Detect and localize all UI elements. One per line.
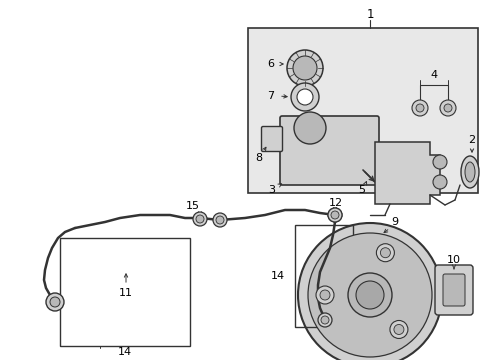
Text: 9: 9: [390, 217, 398, 227]
Circle shape: [290, 83, 318, 111]
Text: 8: 8: [255, 153, 262, 163]
Circle shape: [411, 100, 427, 116]
Text: 3: 3: [268, 185, 275, 195]
Text: 12: 12: [328, 198, 343, 208]
Circle shape: [193, 212, 206, 226]
Circle shape: [439, 100, 455, 116]
Text: 10: 10: [446, 255, 460, 265]
Circle shape: [415, 104, 423, 112]
Text: 5: 5: [358, 185, 365, 195]
Text: 1: 1: [366, 9, 373, 22]
FancyBboxPatch shape: [434, 265, 472, 315]
Circle shape: [196, 215, 203, 223]
Circle shape: [297, 223, 441, 360]
Text: 4: 4: [429, 70, 437, 80]
Text: 15: 15: [185, 201, 200, 211]
Circle shape: [50, 297, 60, 307]
Circle shape: [296, 89, 312, 105]
Bar: [60, 238, 190, 346]
Circle shape: [376, 244, 394, 262]
Circle shape: [330, 211, 338, 219]
Circle shape: [432, 155, 446, 169]
Circle shape: [443, 104, 451, 112]
Circle shape: [293, 112, 325, 144]
Circle shape: [347, 273, 391, 317]
Circle shape: [292, 56, 316, 80]
Circle shape: [216, 216, 224, 224]
Circle shape: [286, 50, 323, 86]
Circle shape: [319, 290, 329, 300]
Circle shape: [320, 316, 328, 324]
Text: 14: 14: [270, 271, 285, 281]
FancyBboxPatch shape: [442, 274, 464, 306]
Circle shape: [432, 175, 446, 189]
Circle shape: [315, 286, 333, 304]
Circle shape: [307, 233, 431, 357]
Circle shape: [327, 208, 341, 222]
Bar: [294, 225, 352, 327]
Ellipse shape: [460, 156, 478, 188]
Circle shape: [213, 213, 226, 227]
Text: 7: 7: [267, 91, 274, 101]
Text: 13: 13: [360, 255, 374, 265]
Circle shape: [355, 281, 383, 309]
Text: 11: 11: [119, 288, 133, 298]
Circle shape: [317, 313, 331, 327]
Circle shape: [46, 293, 64, 311]
Circle shape: [327, 208, 341, 222]
Text: 14: 14: [118, 347, 132, 357]
Bar: [247, 28, 477, 193]
Text: 2: 2: [468, 135, 475, 145]
Circle shape: [380, 248, 389, 258]
FancyBboxPatch shape: [261, 126, 282, 152]
Ellipse shape: [464, 162, 474, 182]
Text: 6: 6: [267, 59, 274, 69]
Polygon shape: [374, 142, 439, 204]
Circle shape: [393, 324, 403, 334]
Circle shape: [389, 320, 407, 338]
FancyBboxPatch shape: [280, 116, 378, 185]
